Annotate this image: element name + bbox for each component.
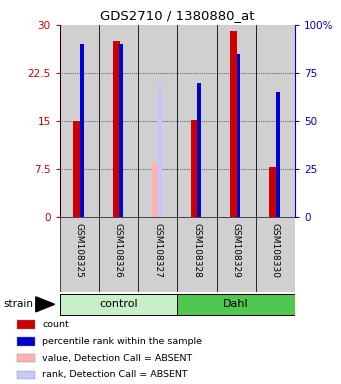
Bar (177, 25, 217, 217)
Bar (17, 337, 35, 346)
Bar (113, 41, 120, 217)
Bar (73, 121, 80, 217)
Text: percentile rank within the sample: percentile rank within the sample (42, 337, 202, 346)
Bar (60, 294, 177, 315)
Text: GSM108330: GSM108330 (271, 223, 280, 278)
Bar (217, 217, 256, 292)
Bar (138, 217, 177, 292)
Text: count: count (42, 320, 69, 329)
Bar (256, 217, 295, 292)
Bar (256, 25, 295, 217)
Bar (17, 320, 35, 329)
Bar (269, 167, 277, 217)
Bar (119, 44, 123, 217)
Bar (230, 31, 237, 217)
Bar (237, 54, 240, 217)
Text: GSM108327: GSM108327 (153, 223, 162, 278)
Bar (152, 162, 159, 217)
Text: GSM108326: GSM108326 (114, 223, 123, 278)
Bar (60, 217, 99, 292)
Bar (99, 217, 138, 292)
Bar (99, 25, 138, 217)
Bar (80, 44, 84, 217)
Bar (276, 92, 280, 217)
Text: GSM108328: GSM108328 (192, 223, 202, 278)
Bar (158, 83, 162, 217)
Bar (217, 25, 256, 217)
Text: rank, Detection Call = ABSENT: rank, Detection Call = ABSENT (42, 371, 188, 379)
Text: GSM108325: GSM108325 (75, 223, 84, 278)
Bar (17, 354, 35, 362)
Polygon shape (36, 297, 55, 312)
Bar (17, 371, 35, 379)
Bar (60, 25, 99, 217)
Text: value, Detection Call = ABSENT: value, Detection Call = ABSENT (42, 354, 192, 362)
Text: strain: strain (3, 299, 33, 310)
Bar (177, 217, 217, 292)
Text: Dahl: Dahl (223, 299, 249, 310)
Bar (138, 25, 177, 217)
Text: control: control (99, 299, 138, 310)
Bar (191, 120, 198, 217)
Bar (177, 294, 295, 315)
Bar (197, 83, 201, 217)
Title: GDS2710 / 1380880_at: GDS2710 / 1380880_at (100, 9, 255, 22)
Text: GSM108329: GSM108329 (232, 223, 241, 278)
